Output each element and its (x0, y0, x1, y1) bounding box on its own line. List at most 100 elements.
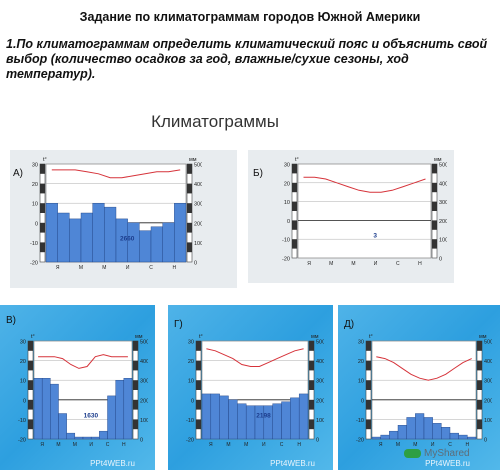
precip-bar (423, 417, 433, 440)
temp-scale (365, 340, 372, 440)
precip-scale (186, 163, 193, 263)
temp-tick-label: 0 (23, 398, 26, 404)
climatogram-panel-g: Г) 30 20 10 0 -10 -20 500 400 300 200 100 0 t° мм Я М М И… (168, 305, 333, 470)
precip-bar (432, 423, 442, 440)
precip-bar (174, 203, 187, 263)
precip-unit-label: мм (189, 157, 197, 163)
month-label: И (374, 261, 378, 267)
precip-bar (441, 427, 451, 440)
month-label: И (126, 265, 130, 271)
month-label: С (448, 442, 452, 448)
precip-bar (272, 403, 282, 440)
month-label: Н (122, 442, 126, 448)
precip-tick-label: 300 (194, 202, 202, 208)
month-label: Я (379, 442, 383, 448)
month-label: М (329, 261, 333, 267)
precip-tick-label: 400 (484, 359, 492, 365)
temp-unit-label: t° (199, 334, 203, 340)
precip-tick-label: 200 (140, 398, 148, 404)
precip-bar (210, 393, 220, 440)
temp-scale (291, 163, 298, 259)
temp-tick-label: 20 (188, 359, 194, 365)
precip-bar (123, 378, 133, 440)
precip-tick-label: 500 (439, 163, 447, 169)
panel-label-b: Б) (253, 168, 263, 179)
precip-unit-label: мм (434, 157, 442, 163)
precip-bar (263, 405, 273, 440)
temperature-line (51, 169, 181, 179)
precip-bar (104, 206, 117, 263)
temperature-line (376, 356, 472, 381)
temp-tick-label: -20 (30, 261, 38, 267)
precip-tick-label: 0 (194, 261, 197, 267)
precip-bar (298, 393, 309, 440)
precip-bar (66, 432, 76, 440)
precip-bar (82, 436, 92, 440)
precip-tick-label: 100 (316, 418, 324, 424)
precip-bar (467, 436, 477, 440)
precip-scale (431, 163, 438, 259)
temp-tick-label: -10 (186, 418, 194, 424)
precip-unit-label: мм (311, 334, 319, 340)
precip-bar (415, 413, 425, 440)
precip-bar (90, 436, 100, 440)
temp-tick-label: -10 (356, 418, 364, 424)
temp-tick-label: 0 (287, 219, 290, 225)
climatogram-panel-b: Б) 30 20 10 0 -10 -20 500 400 300 200 100 0 t° мм Я М М И… (248, 150, 454, 283)
temp-tick-label: 0 (35, 221, 38, 227)
precip-bar (458, 434, 468, 440)
month-label: Я (56, 265, 60, 271)
precip-bar (139, 230, 152, 263)
climatogram-panel-a: А) 30 20 10 0 -10 -20 500 400 300 200 100 0 t° мм Я М М И… (10, 150, 237, 288)
panel-label-d: Д) (344, 319, 355, 330)
precip-bar (50, 383, 59, 440)
precip-tick-label: 500 (484, 340, 492, 346)
month-label: М (351, 261, 355, 267)
precip-tick-label: 200 (316, 398, 324, 404)
month-label: И (89, 442, 93, 448)
panel-label-a: А) (13, 168, 23, 179)
climatogram-panel-d: Д) 30 20 10 0 -10 -20 500 400 300 200 100 0 t° мм Я М М И… (338, 305, 500, 470)
month-label: М (226, 442, 230, 448)
temp-scale (195, 340, 202, 440)
precip-bar (406, 417, 416, 440)
precip-bar (281, 401, 291, 440)
precip-scale (132, 340, 139, 440)
temp-tick-label: 30 (188, 340, 194, 346)
precip-bar (33, 378, 43, 440)
month-label: Я (40, 442, 44, 448)
temp-tick-label: 0 (191, 398, 194, 404)
temp-tick-label: -10 (18, 418, 26, 424)
precip-bar (228, 399, 238, 440)
month-label: Н (466, 442, 470, 448)
month-label: С (280, 442, 284, 448)
precip-tick-label: 0 (140, 438, 143, 444)
precip-bar (58, 413, 67, 440)
month-label: Я (307, 261, 311, 267)
temp-unit-label: t° (31, 334, 35, 340)
precip-tick-label: 300 (316, 379, 324, 385)
precip-tick-label: 400 (194, 182, 202, 188)
precip-bar (380, 434, 390, 440)
precip-tick-label: 200 (439, 219, 447, 225)
precip-bar (69, 218, 82, 263)
precip-bar (449, 432, 459, 440)
annual-precip-label: 1630 (84, 412, 99, 419)
temp-tick-label: 20 (32, 182, 38, 188)
precip-bar (237, 403, 247, 440)
temp-tick-label: 30 (358, 340, 364, 346)
temp-unit-label: t° (369, 334, 373, 340)
precip-bar (150, 226, 163, 263)
annual-precip-label: 3 (373, 232, 377, 239)
precip-tick-label: 300 (140, 379, 148, 385)
temp-unit-label: t° (295, 157, 299, 163)
month-label: М (102, 265, 106, 271)
month-label: М (396, 442, 400, 448)
precip-bar (219, 395, 229, 440)
precip-tick-label: 0 (484, 438, 487, 444)
watermark-text: PPt4WEB.ru (425, 459, 470, 468)
temp-tick-label: 0 (361, 398, 364, 404)
climatogram-panel-v: В) 30 20 10 0 -10 -20 500 400 300 200 100 0 t° мм Я М М И… (0, 305, 155, 470)
annual-precip-label: 2198 (256, 412, 271, 419)
